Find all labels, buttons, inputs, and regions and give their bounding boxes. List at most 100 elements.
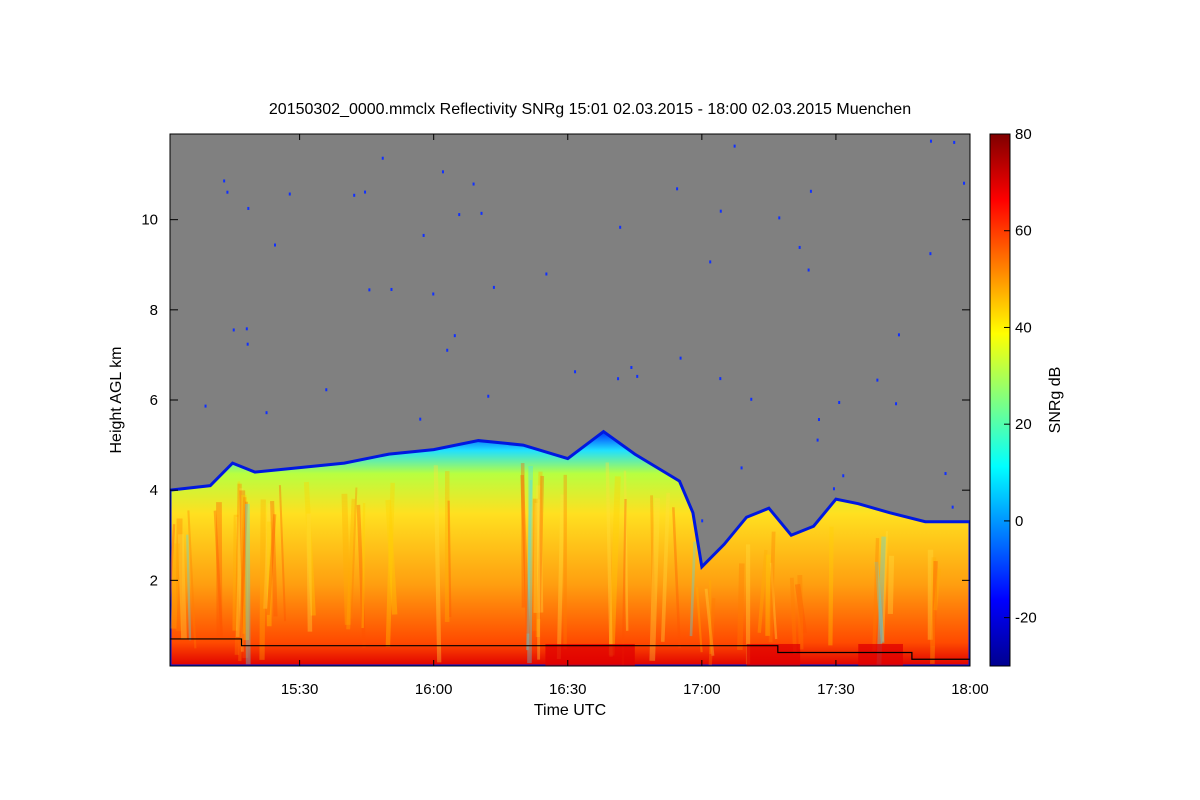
noise-dot <box>842 474 845 478</box>
noise-dot <box>929 252 932 256</box>
noise-dot <box>480 211 483 215</box>
cloud-streak <box>213 510 224 639</box>
noise-dot <box>719 377 722 381</box>
chart-title: 20150302_0000.mmclx Reflectivity SNRg 15… <box>269 101 911 118</box>
noise-dot <box>963 181 966 185</box>
cloud-streak <box>263 503 272 609</box>
noise-dot <box>676 187 679 191</box>
noise-dot <box>487 394 490 398</box>
cloud-streak <box>385 482 395 647</box>
cloud-streak <box>757 549 768 633</box>
cloud-streak <box>930 557 937 664</box>
cloud-streak <box>385 499 398 615</box>
noise-dot <box>778 216 781 220</box>
cloud-streak <box>649 497 661 661</box>
noise-dot <box>617 377 620 381</box>
cloud-streak <box>232 514 239 631</box>
cloud-streak <box>433 465 442 663</box>
x-tick-label: 16:30 <box>549 681 587 698</box>
cloud-streak <box>306 513 313 632</box>
noise-dot <box>944 472 947 476</box>
noise-dot <box>876 378 879 382</box>
noise-dot <box>422 233 425 237</box>
noise-dot <box>740 466 743 470</box>
cloud-streak <box>789 577 797 654</box>
cloud-streak <box>303 481 316 616</box>
noise-dot <box>809 189 812 193</box>
strong-echo-band <box>545 644 635 666</box>
cloud-streak <box>605 462 613 657</box>
noise-dot <box>288 192 291 196</box>
cloud-streak <box>520 463 526 608</box>
noise-dot <box>223 179 226 183</box>
y-tick-label: 8 <box>150 302 158 319</box>
noise-dot <box>226 190 229 194</box>
colorbar-tick-label: 20 <box>1015 416 1032 433</box>
noise-dot <box>458 213 461 217</box>
cloud-streak <box>874 561 885 644</box>
noise-dot <box>390 287 393 291</box>
noise-dot <box>709 260 712 264</box>
colorbar-tick-label: 40 <box>1015 319 1032 336</box>
noise-dot <box>832 487 835 491</box>
noise-dot <box>929 139 932 143</box>
noise-dot <box>419 417 422 421</box>
cloud-streak <box>235 516 244 652</box>
cloud-streak <box>266 514 277 616</box>
noise-dot <box>432 292 435 296</box>
x-axis-title: Time UTC <box>534 702 606 719</box>
cloud-streak <box>931 561 938 647</box>
cloud-streak <box>535 471 543 638</box>
cloud-streak <box>708 597 716 666</box>
noise-dot <box>817 418 820 422</box>
cloud-streak <box>177 534 187 640</box>
noise-dot <box>953 140 956 144</box>
noise-dot <box>545 272 548 276</box>
y-tick-label: 2 <box>150 572 158 589</box>
colorbar: -20 0 20 40 60 80 SNRg dB <box>989 126 1064 667</box>
noise-dot <box>816 438 819 442</box>
cloud-streak <box>361 503 366 628</box>
cloud-streak <box>660 492 671 642</box>
cloud-streak <box>623 470 629 631</box>
cloud-streak <box>447 500 452 618</box>
cloud-layer <box>170 429 970 666</box>
colorbar-tick-label: 80 <box>1015 126 1032 143</box>
colorbar-tick-label: 0 <box>1015 513 1023 530</box>
cloud-streak <box>533 502 540 613</box>
cloud-streak <box>527 465 533 664</box>
cloud-streak <box>238 497 247 662</box>
cloud-streak <box>695 587 703 653</box>
strong-echo-band <box>746 644 801 666</box>
cloud-streaks <box>170 462 941 666</box>
cloud-streak <box>235 488 244 637</box>
cloud-streak <box>556 494 565 660</box>
cloud-streak <box>794 583 808 634</box>
noise-dot <box>472 182 475 186</box>
noise-dot <box>807 268 810 272</box>
cloud-streak <box>608 476 621 656</box>
noise-dot <box>630 365 633 369</box>
noise-dot <box>701 519 704 523</box>
strong-echo-band <box>858 644 903 666</box>
colorbar-axis: -20 0 20 40 60 80 <box>1004 126 1037 627</box>
noise-dot <box>232 328 235 332</box>
colorbar-tick-label: 60 <box>1015 223 1032 240</box>
noise-dot <box>368 288 371 292</box>
y-axis-title: Height AGL km <box>108 346 125 453</box>
cloud-streak <box>704 588 715 656</box>
plot-area <box>170 134 970 666</box>
noise-dot <box>733 144 736 148</box>
cloud-streak <box>536 475 545 620</box>
noise-dot <box>245 327 248 331</box>
y-tick-label: 6 <box>150 392 158 409</box>
cloud-streak <box>526 480 533 651</box>
noise-dot <box>204 404 207 408</box>
x-tick-label: 16:00 <box>415 681 453 698</box>
cloud-streak <box>187 510 197 649</box>
cloud-streak <box>737 563 745 650</box>
cloud-streak <box>828 526 834 646</box>
x-tick-label: 17:00 <box>683 681 721 698</box>
noise-dot <box>273 243 276 247</box>
noise-dot <box>636 374 639 378</box>
